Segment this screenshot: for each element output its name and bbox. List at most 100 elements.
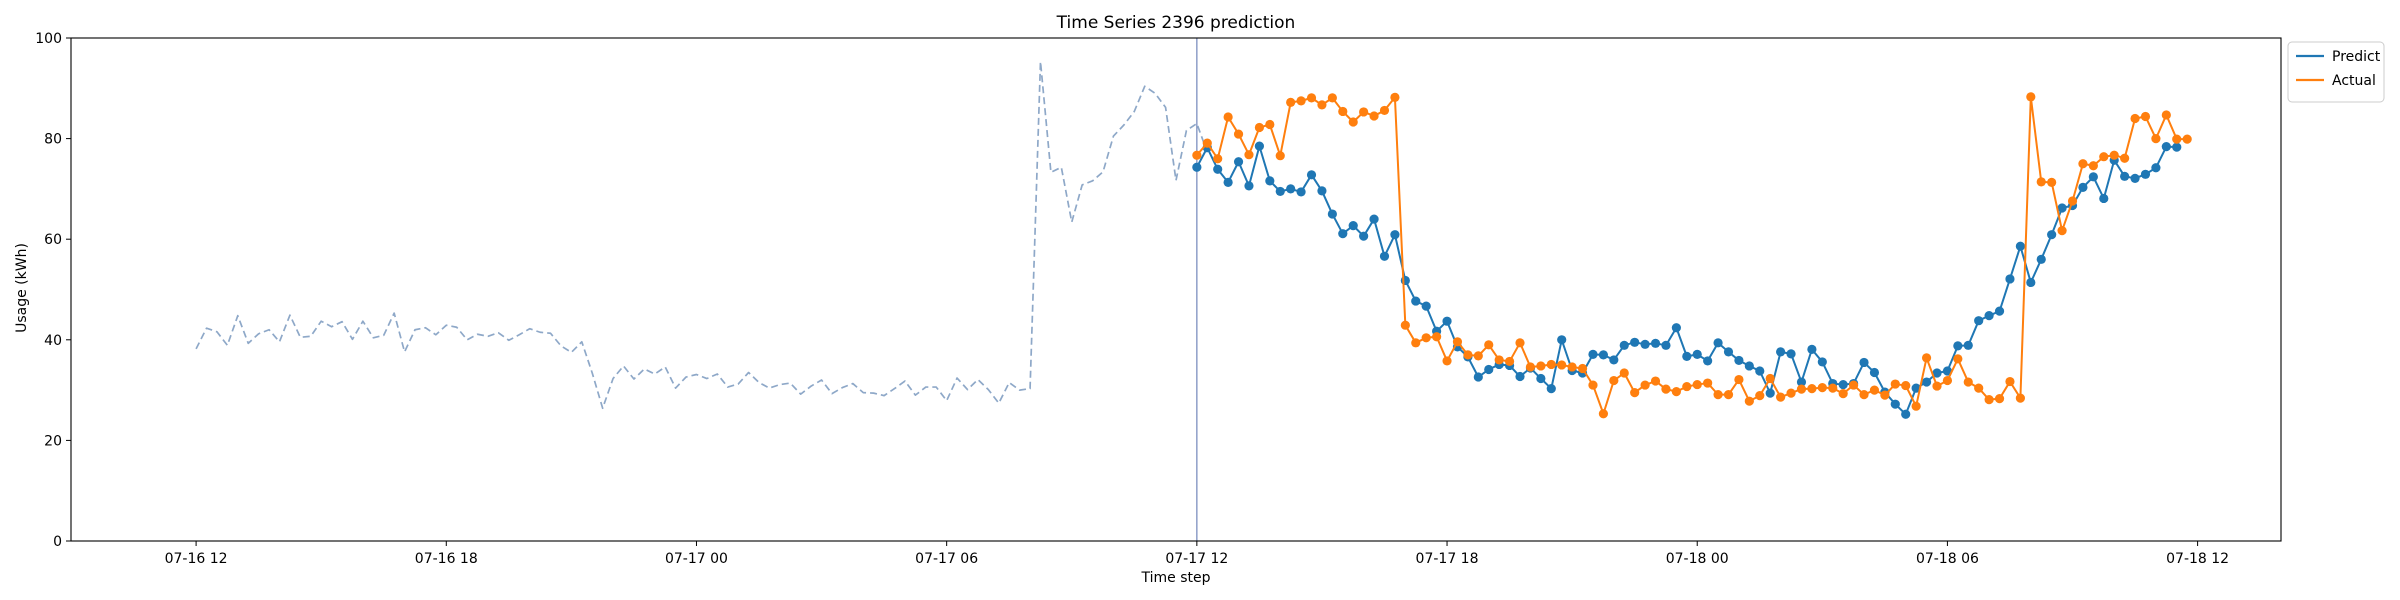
x-tick-label: 07-16 18 bbox=[415, 551, 478, 567]
predict-point bbox=[1703, 356, 1713, 366]
actual-point bbox=[1432, 332, 1442, 342]
actual-point bbox=[1494, 355, 1504, 365]
predict-point bbox=[1901, 409, 1911, 419]
predict-point bbox=[1515, 371, 1525, 382]
predict-point bbox=[1379, 251, 1390, 261]
predict-point bbox=[1275, 186, 1285, 197]
actual-point bbox=[1682, 381, 1692, 392]
actual-point bbox=[1463, 350, 1473, 360]
actual-point bbox=[1974, 383, 1984, 393]
actual-point bbox=[1932, 381, 1942, 391]
actual-point bbox=[2005, 376, 2015, 387]
actual-point bbox=[1640, 380, 1650, 390]
actual-point bbox=[1796, 384, 1807, 394]
predict-point bbox=[1671, 323, 1681, 333]
actual-point bbox=[1776, 392, 1786, 402]
actual-point bbox=[1994, 394, 2005, 404]
predict-point bbox=[2026, 277, 2036, 288]
actual-point bbox=[1390, 92, 1400, 102]
history-series-line bbox=[195, 60, 1209, 410]
actual-point bbox=[1286, 97, 1296, 107]
predict-point bbox=[1536, 373, 1546, 384]
actual-point bbox=[1338, 106, 1348, 117]
predict-point bbox=[1630, 337, 1640, 347]
actual-point bbox=[1880, 390, 1890, 400]
predict-point bbox=[1619, 340, 1629, 350]
predict-point bbox=[1963, 340, 1973, 350]
actual-point bbox=[1233, 129, 1244, 139]
predict-point bbox=[1765, 388, 1775, 398]
predict-point bbox=[1254, 141, 1264, 151]
actual-point bbox=[2026, 92, 2036, 102]
actual-point bbox=[1359, 107, 1369, 117]
actual-point bbox=[1828, 383, 1838, 393]
predict-point bbox=[1421, 301, 1431, 311]
predict-point bbox=[1317, 186, 1327, 196]
actual-point bbox=[1223, 112, 1233, 122]
actual-point bbox=[2130, 113, 2140, 124]
actual-point bbox=[1713, 390, 1723, 400]
actual-point bbox=[1400, 320, 1410, 330]
predict-point bbox=[2140, 169, 2151, 179]
actual-point bbox=[1202, 138, 1212, 148]
actual-point bbox=[1890, 379, 1900, 389]
actual-point bbox=[1734, 374, 1744, 385]
plot-area bbox=[195, 38, 2192, 541]
actual-point bbox=[1661, 384, 1671, 394]
predict-point bbox=[1390, 230, 1400, 240]
predict-point bbox=[1338, 229, 1348, 239]
actual-point bbox=[1703, 378, 1713, 388]
actual-point bbox=[2109, 150, 2119, 160]
actual-point bbox=[1765, 373, 1775, 384]
actual-point bbox=[1921, 353, 1932, 363]
actual-point bbox=[2057, 226, 2067, 236]
actual-point bbox=[1348, 117, 1358, 127]
actual-point bbox=[2161, 110, 2171, 120]
predict-point bbox=[1265, 176, 1275, 186]
predict-point bbox=[1796, 377, 1807, 387]
predict-point bbox=[1953, 341, 1963, 351]
predict-point bbox=[1974, 316, 1984, 326]
actual-point bbox=[1379, 105, 1390, 116]
actual-point bbox=[1838, 389, 1848, 399]
actual-point bbox=[1963, 377, 1973, 387]
predict-point bbox=[1682, 351, 1692, 361]
predict-point bbox=[1348, 221, 1358, 231]
y-tick-label: 100 bbox=[35, 31, 62, 47]
actual-point bbox=[1557, 360, 1567, 370]
actual-point bbox=[1577, 363, 1588, 374]
actual-point bbox=[1504, 356, 1515, 367]
y-tick-label: 60 bbox=[44, 232, 62, 248]
x-tick-label: 07-18 00 bbox=[1666, 551, 1729, 567]
predict-point bbox=[1786, 349, 1796, 359]
actual-point bbox=[1848, 380, 1859, 390]
predict-point bbox=[2130, 173, 2140, 183]
predict-point bbox=[1213, 164, 1223, 174]
actual-point bbox=[1942, 375, 1953, 386]
predict-point bbox=[1609, 355, 1619, 365]
predict-point bbox=[1192, 162, 1202, 172]
predict-point bbox=[1692, 349, 1702, 359]
x-tick-label: 07-16 12 bbox=[165, 551, 228, 567]
predict-point bbox=[1734, 355, 1744, 366]
predict-point bbox=[1588, 349, 1598, 359]
predict-point bbox=[1817, 357, 1827, 367]
actual-point bbox=[1859, 390, 1869, 400]
predict-point bbox=[1776, 347, 1786, 357]
predict-point bbox=[1650, 338, 1661, 348]
actual-point bbox=[1254, 122, 1264, 133]
actual-point bbox=[2151, 134, 2161, 144]
actual-point bbox=[1275, 151, 1285, 161]
predict-point bbox=[1921, 377, 1932, 387]
actual-point bbox=[1953, 354, 1963, 364]
predict-point bbox=[1713, 338, 1723, 348]
y-tick-label: 20 bbox=[44, 433, 62, 449]
predict-point bbox=[1286, 184, 1296, 194]
actual-point bbox=[1244, 150, 1254, 160]
x-tick-label: 07-17 18 bbox=[1416, 551, 1479, 567]
predict-point bbox=[1400, 275, 1410, 286]
y-tick-label: 80 bbox=[44, 132, 62, 148]
predict-point bbox=[1984, 311, 1994, 321]
predict-point bbox=[1755, 366, 1765, 376]
actual-point bbox=[2036, 177, 2046, 187]
